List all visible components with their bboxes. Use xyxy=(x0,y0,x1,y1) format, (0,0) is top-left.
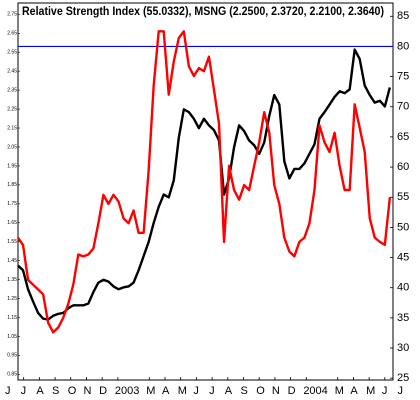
y2-tick-label: 50 xyxy=(397,221,409,233)
y-tick-label: 1.65 xyxy=(7,220,17,226)
x-tick-label: A xyxy=(225,385,233,397)
y-tick-label: 2.15 xyxy=(7,125,17,131)
y2-tick-label: 60 xyxy=(397,161,409,173)
chart-title: Relative Strength Index (55.0332), MSNG … xyxy=(22,4,384,18)
y2-tick-label: 25 xyxy=(397,372,409,384)
x-tick-label: M xyxy=(146,385,155,397)
y-tick-label: 1.35 xyxy=(7,277,17,283)
y2-tick-label: 45 xyxy=(397,251,409,263)
y-tick-label: 1.45 xyxy=(7,258,17,264)
y-tick-label: 2.05 xyxy=(7,144,17,150)
x-tick-label: S xyxy=(241,385,248,397)
y2-tick-label: 70 xyxy=(397,101,409,113)
x-tick-label: S xyxy=(52,385,59,397)
y2-tick-label: 65 xyxy=(397,131,409,143)
x-tick-label: J xyxy=(382,385,388,397)
y-tick-label: 1.05 xyxy=(7,334,17,340)
y-tick-label: 1.15 xyxy=(7,315,17,321)
y-tick-label: 2.35 xyxy=(7,87,17,93)
plot-frame xyxy=(17,2,394,381)
y-tick-label: 2.75 xyxy=(7,12,17,18)
y-tick-label: 0.85 xyxy=(7,372,17,378)
x-tick-label: J xyxy=(21,385,27,397)
x-tick-label: N xyxy=(83,385,91,397)
y2-tick-label: 35 xyxy=(397,312,409,324)
y2-tick-label: 80 xyxy=(397,40,409,52)
y-tick-label: 0.95 xyxy=(7,353,17,359)
y-tick-label: 2.65 xyxy=(7,31,17,37)
y-tick-label: 2.45 xyxy=(7,69,17,75)
y2-tick-label: 55 xyxy=(397,191,409,203)
y-tick-label: 2.55 xyxy=(7,50,17,56)
x-tick-label: A xyxy=(162,385,170,397)
series-line xyxy=(17,30,392,334)
x-tick-label: D xyxy=(288,385,296,397)
x-tick-label: A xyxy=(350,385,358,397)
y2-tick-label: 30 xyxy=(397,342,409,354)
x-tick-label: M xyxy=(335,385,344,397)
x-tick-label: D xyxy=(99,385,107,397)
y2-tick-label: 75 xyxy=(397,70,409,82)
x-tick-label: J xyxy=(398,385,404,397)
x-tick-label: J xyxy=(209,385,215,397)
x-tick-label: 2004 xyxy=(303,385,327,397)
x-tick-label: J xyxy=(193,385,199,397)
x-tick-label: M xyxy=(178,385,187,397)
x-tick-label: M xyxy=(366,385,375,397)
x-tick-label: A xyxy=(36,385,44,397)
x-tick-label: N xyxy=(272,385,280,397)
x-tick-label: O xyxy=(256,385,265,397)
y-tick-label: 1.85 xyxy=(7,182,17,188)
y-tick-label: 2.25 xyxy=(7,106,17,112)
y-tick-label: 1.95 xyxy=(7,163,17,169)
x-tick-label: 2003 xyxy=(115,385,139,397)
y-tick-label: 1.75 xyxy=(7,201,17,207)
y2-tick-label: 85 xyxy=(397,10,409,22)
y-tick-label: 1.55 xyxy=(7,239,17,245)
series-line xyxy=(17,48,392,321)
x-tick-label: J xyxy=(5,385,11,397)
y2-tick-label: 40 xyxy=(397,282,409,294)
x-tick-label: O xyxy=(68,385,77,397)
y-tick-label: 1.25 xyxy=(7,296,17,302)
